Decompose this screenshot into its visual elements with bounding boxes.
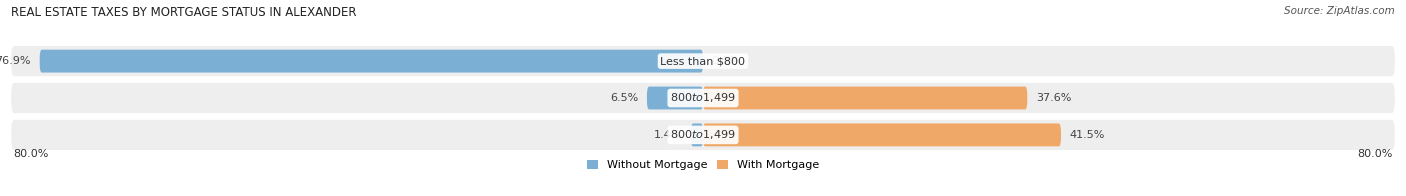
Text: 37.6%: 37.6% bbox=[1036, 93, 1071, 103]
Text: $800 to $1,499: $800 to $1,499 bbox=[671, 92, 735, 104]
FancyBboxPatch shape bbox=[703, 87, 1028, 109]
Text: 80.0%: 80.0% bbox=[13, 149, 48, 159]
FancyBboxPatch shape bbox=[11, 120, 1395, 150]
Text: 1.4%: 1.4% bbox=[654, 130, 682, 140]
Legend: Without Mortgage, With Mortgage: Without Mortgage, With Mortgage bbox=[588, 160, 818, 170]
FancyBboxPatch shape bbox=[11, 83, 1395, 113]
Text: 80.0%: 80.0% bbox=[1358, 149, 1393, 159]
Text: 6.5%: 6.5% bbox=[610, 93, 638, 103]
Text: $800 to $1,499: $800 to $1,499 bbox=[671, 128, 735, 141]
FancyBboxPatch shape bbox=[39, 50, 703, 73]
FancyBboxPatch shape bbox=[703, 123, 1062, 146]
FancyBboxPatch shape bbox=[11, 46, 1395, 76]
Text: 0.0%: 0.0% bbox=[711, 56, 740, 66]
FancyBboxPatch shape bbox=[647, 87, 703, 109]
Text: Less than $800: Less than $800 bbox=[661, 56, 745, 66]
Text: Source: ZipAtlas.com: Source: ZipAtlas.com bbox=[1284, 6, 1395, 16]
FancyBboxPatch shape bbox=[690, 123, 703, 146]
Text: REAL ESTATE TAXES BY MORTGAGE STATUS IN ALEXANDER: REAL ESTATE TAXES BY MORTGAGE STATUS IN … bbox=[11, 6, 357, 19]
Text: 41.5%: 41.5% bbox=[1070, 130, 1105, 140]
Text: 76.9%: 76.9% bbox=[0, 56, 31, 66]
